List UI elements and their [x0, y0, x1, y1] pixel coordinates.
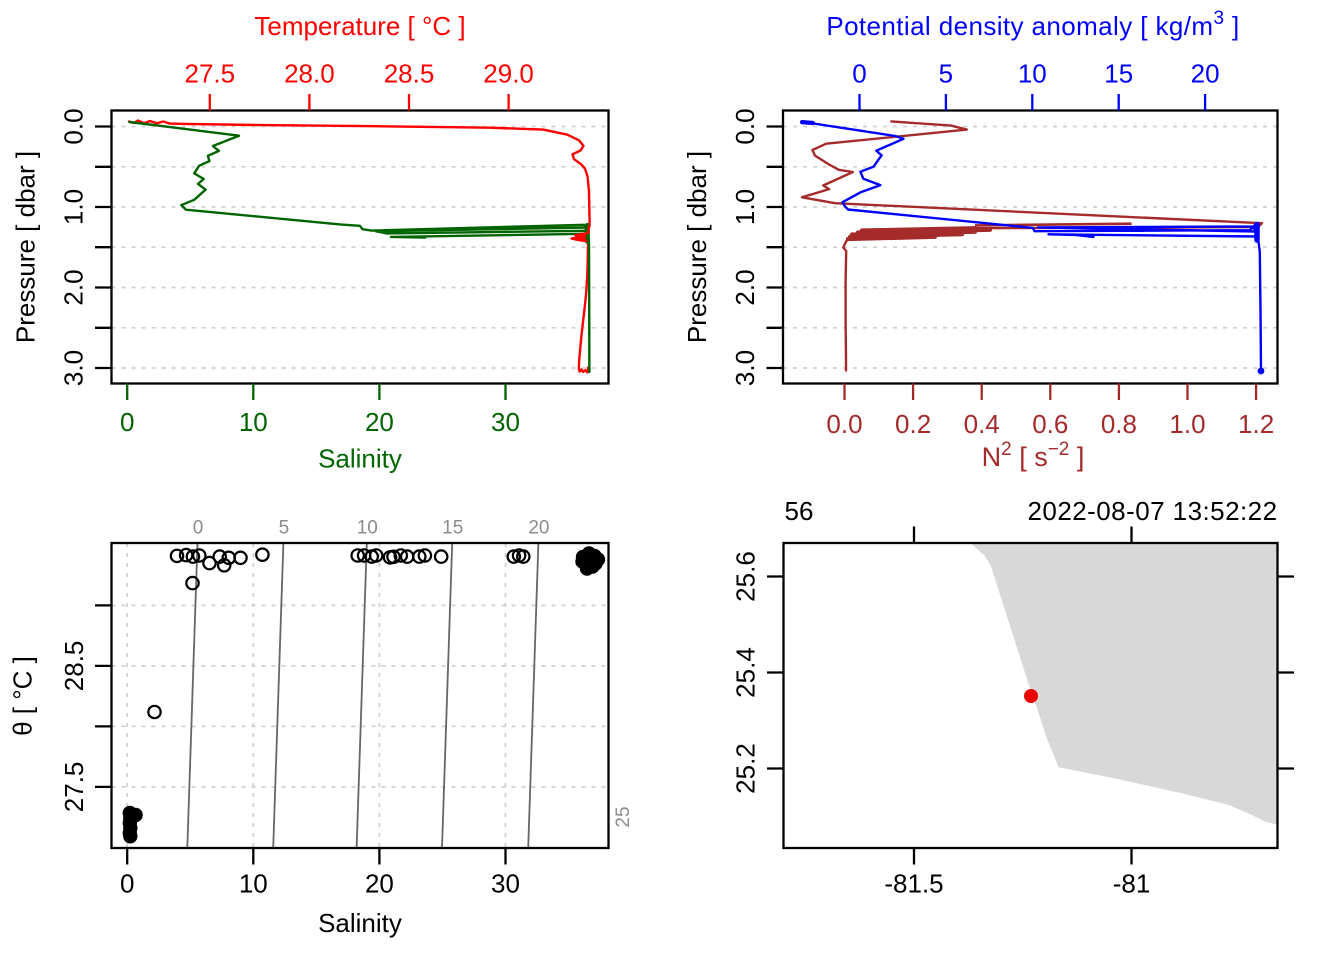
svg-text:Salinity: Salinity [318, 444, 402, 474]
svg-text:30: 30 [491, 869, 520, 899]
svg-text:25: 25 [613, 806, 634, 827]
svg-text:Pressure [ dbar ]: Pressure [ dbar ] [682, 151, 712, 343]
svg-text:0.0: 0.0 [730, 108, 760, 144]
svg-text:30: 30 [491, 407, 520, 437]
svg-text:28.5: 28.5 [59, 641, 89, 692]
svg-text:28.0: 28.0 [284, 59, 335, 89]
svg-text:25.2: 25.2 [731, 743, 761, 794]
svg-text:-81.5: -81.5 [884, 869, 943, 899]
svg-text:1.0: 1.0 [59, 189, 89, 225]
svg-text:15: 15 [442, 518, 463, 539]
svg-text:56: 56 [785, 496, 814, 526]
svg-text:27.5: 27.5 [184, 59, 235, 89]
svg-text:N2 [ s−2 ]: N2 [ s−2 ] [982, 439, 1085, 472]
svg-text:28.5: 28.5 [384, 59, 435, 89]
svg-text:0.6: 0.6 [1032, 409, 1068, 439]
svg-text:0.0: 0.0 [826, 409, 862, 439]
svg-text:3.0: 3.0 [730, 350, 760, 386]
svg-text:15: 15 [1104, 59, 1133, 89]
svg-text:10: 10 [239, 869, 268, 899]
svg-text:1.0: 1.0 [730, 189, 760, 225]
svg-text:29.0: 29.0 [483, 59, 534, 89]
svg-text:Pressure [ dbar ]: Pressure [ dbar ] [11, 151, 41, 343]
svg-text:2.0: 2.0 [730, 269, 760, 305]
svg-text:5: 5 [939, 59, 953, 89]
svg-text:0.4: 0.4 [964, 409, 1000, 439]
svg-text:1.2: 1.2 [1238, 409, 1274, 439]
svg-text:0: 0 [852, 59, 866, 89]
svg-text:10: 10 [239, 407, 268, 437]
svg-text:20: 20 [365, 869, 394, 899]
svg-text:10: 10 [1018, 59, 1047, 89]
svg-text:1.0: 1.0 [1169, 409, 1205, 439]
svg-text:θ [ °C ]: θ [ °C ] [8, 656, 38, 736]
svg-text:20: 20 [1191, 59, 1220, 89]
svg-text:20: 20 [365, 407, 394, 437]
svg-text:Temperature [ °C ]: Temperature [ °C ] [254, 11, 465, 41]
svg-text:25.4: 25.4 [731, 647, 761, 698]
svg-text:5: 5 [279, 518, 290, 539]
svg-text:Potential density anomaly [ kg: Potential density anomaly [ kg/m3 ] [826, 8, 1239, 41]
svg-text:27.5: 27.5 [59, 762, 89, 813]
svg-text:2022-08-07 13:52:22: 2022-08-07 13:52:22 [1028, 496, 1278, 526]
svg-text:0: 0 [120, 407, 134, 437]
svg-text:10: 10 [357, 518, 378, 539]
svg-text:0.0: 0.0 [59, 108, 89, 144]
svg-text:-81: -81 [1113, 869, 1151, 899]
svg-text:0: 0 [120, 869, 134, 899]
svg-text:20: 20 [528, 518, 549, 539]
svg-text:0: 0 [193, 518, 204, 539]
svg-text:25.6: 25.6 [731, 551, 761, 602]
svg-text:2.0: 2.0 [59, 269, 89, 305]
svg-text:0.2: 0.2 [895, 409, 931, 439]
svg-text:Salinity: Salinity [318, 908, 402, 938]
svg-text:3.0: 3.0 [59, 350, 89, 386]
svg-text:0.8: 0.8 [1101, 409, 1137, 439]
